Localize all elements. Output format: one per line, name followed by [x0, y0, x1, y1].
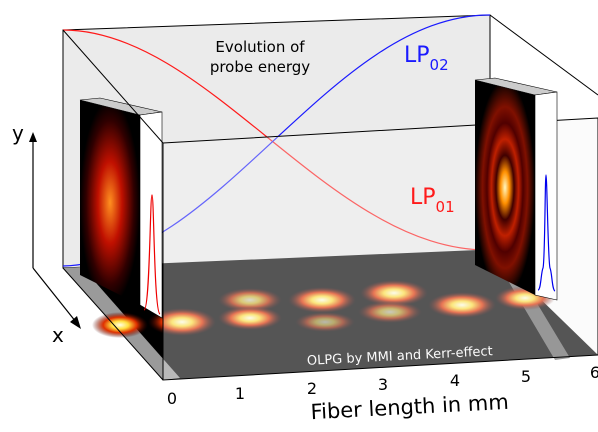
spot: [295, 312, 355, 332]
spot: [218, 288, 282, 312]
tick-label: 4: [450, 371, 460, 390]
spot: [218, 306, 282, 330]
curve-label: LP01: [410, 185, 455, 216]
tick-label: 3: [378, 375, 388, 394]
annotation: probe energy: [210, 58, 310, 76]
spot: [428, 292, 496, 318]
arrow-head: [29, 132, 37, 142]
curve-label-sub: 02: [430, 56, 449, 74]
spot: [92, 312, 148, 338]
lp01-curve: [62, 29, 491, 251]
lp02-profile: [475, 80, 535, 295]
floor-spots: [92, 280, 555, 338]
annotation: Evolution of: [215, 38, 305, 56]
x-label: x: [52, 323, 64, 347]
lp02-intensity: [537, 174, 556, 292]
x-arrow: [32, 267, 77, 323]
spot: [288, 287, 356, 313]
arrow-head: [70, 316, 81, 329]
curve-label: LP02: [404, 43, 449, 74]
tick-label: 0: [167, 389, 177, 408]
tick-label: 6: [590, 363, 598, 382]
edge: [62, 29, 164, 144]
tick-label: 1: [235, 384, 245, 403]
edge: [62, 267, 164, 381]
edge: [489, 14, 598, 96]
spot: [358, 301, 422, 323]
spot: [148, 308, 216, 336]
profile-frame: [534, 91, 558, 301]
curve-label-main: LP: [404, 43, 430, 68]
tick-label: 2: [307, 379, 317, 398]
axis-title: Fiber length in mm: [310, 390, 509, 424]
curve-label-main: LP: [410, 185, 436, 210]
lp01-profile: [80, 100, 140, 305]
curve-label-sub: 01: [436, 198, 455, 216]
lp01-intensity: [143, 194, 161, 315]
tick-label: 5: [521, 367, 531, 386]
spot: [360, 280, 428, 306]
tick-labels: 0 1 2 3 4 5 6: [167, 363, 598, 408]
y-label: y: [12, 121, 24, 145]
